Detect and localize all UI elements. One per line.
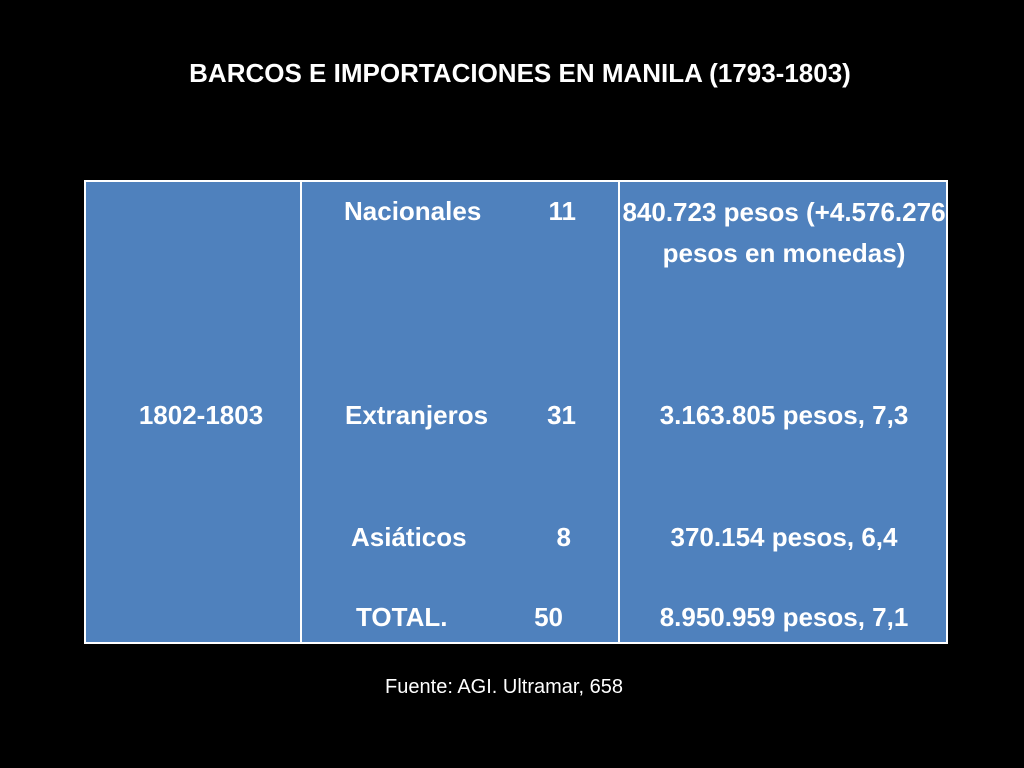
imports-column: 840.723 pesos (+4.576.276 pesos en moned… bbox=[620, 182, 948, 642]
imports-total: 8.950.959 pesos, 7,1 bbox=[659, 602, 909, 632]
period-column: 1802-1803 bbox=[86, 182, 302, 642]
ships-total: 50 bbox=[534, 602, 563, 632]
period-cell: 1802-1803 bbox=[138, 400, 264, 430]
category-extranjeros: Extranjeros bbox=[345, 400, 489, 430]
imports-table: 1802-1803 Nacionales 11 Extranjeros 31 A… bbox=[84, 180, 948, 644]
ships-extranjeros: 31 bbox=[547, 400, 576, 430]
ships-column: Nacionales 11 Extranjeros 31 Asiáticos 8… bbox=[302, 182, 620, 642]
category-asiaticos: Asiáticos bbox=[351, 522, 467, 552]
ships-asiaticos: 8 bbox=[556, 522, 571, 552]
category-total: TOTAL. bbox=[356, 602, 448, 632]
imports-asiaticos: 370.154 pesos, 6,4 bbox=[670, 522, 898, 552]
imports-extranjeros: 3.163.805 pesos, 7,3 bbox=[659, 400, 909, 430]
slide-title: BARCOS E IMPORTACIONES EN MANILA (1793-1… bbox=[189, 58, 851, 88]
imports-nacionales: 840.723 pesos (+4.576.276 pesos en moned… bbox=[622, 197, 946, 268]
ships-nacionales: 11 bbox=[548, 196, 577, 226]
category-nacionales: Nacionales bbox=[344, 196, 482, 226]
source-note: Fuente: AGI. Ultramar, 658 bbox=[385, 676, 623, 698]
